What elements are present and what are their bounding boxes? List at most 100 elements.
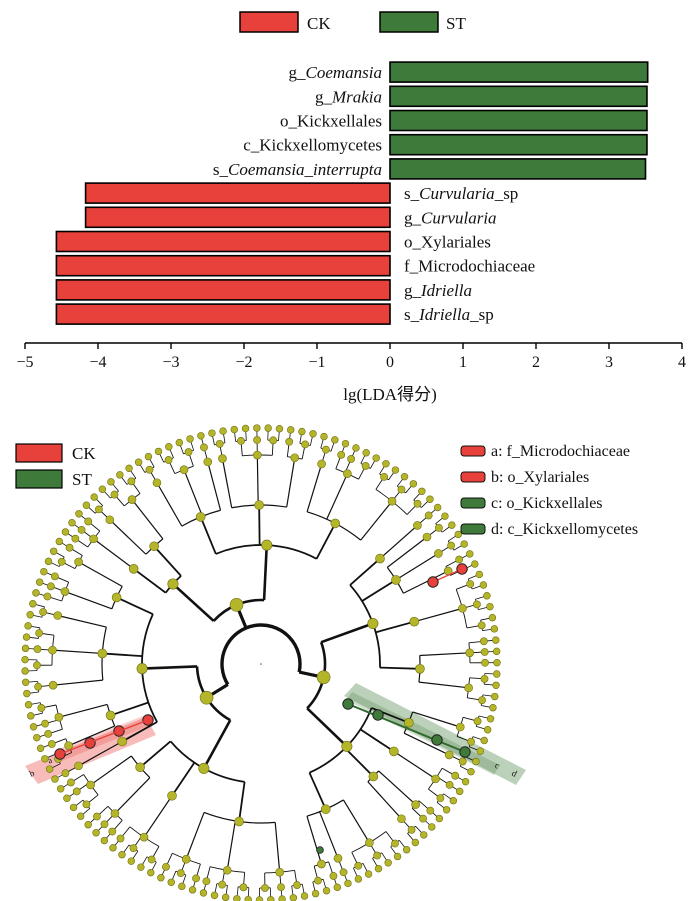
clado-node xyxy=(267,896,275,901)
clado-node xyxy=(77,525,86,534)
clado-node xyxy=(167,878,175,886)
clado-branch xyxy=(53,679,103,686)
clado-node xyxy=(347,455,356,463)
clado-node xyxy=(53,611,63,620)
clado-node xyxy=(486,715,495,723)
clado-node xyxy=(127,857,135,865)
clado-node xyxy=(47,740,56,748)
clado-branch xyxy=(344,747,375,778)
clado-node xyxy=(239,883,248,892)
clado-branch xyxy=(403,732,450,756)
clado-node xyxy=(98,485,107,493)
clado-node xyxy=(186,435,194,443)
bar-label-prefix: o_ xyxy=(404,233,422,252)
clado-node xyxy=(461,777,470,786)
clado-node xyxy=(74,761,83,771)
clado-branch xyxy=(121,721,158,743)
clado-branch xyxy=(52,649,103,655)
clado-node xyxy=(24,701,33,709)
clado-node xyxy=(320,432,328,441)
clado-branch xyxy=(386,536,428,568)
bar-label-prefix: g_ xyxy=(404,208,422,227)
clado-node xyxy=(111,592,122,603)
clado-node xyxy=(375,553,385,564)
clado-branch xyxy=(361,579,397,602)
clado-node xyxy=(322,887,331,895)
clado-arc xyxy=(220,623,302,686)
clado-node xyxy=(234,816,244,827)
clado-node xyxy=(339,868,348,877)
clado-node xyxy=(387,496,397,506)
clado-node xyxy=(162,862,170,871)
clado-node xyxy=(68,519,76,527)
taxa-legend-label: d: c_Kickxellomycetes xyxy=(491,521,638,538)
bar-label-name: Microdochiaceae xyxy=(418,257,535,276)
bar-s-coemansia-interrupta xyxy=(389,158,647,180)
clado-node xyxy=(264,424,272,432)
clado-node xyxy=(483,592,491,600)
lda-bar-labels: g_Coemansiag_Mrakiao_Kickxellalesc_Kickx… xyxy=(213,63,535,324)
clado-node xyxy=(290,453,300,463)
clado-node xyxy=(418,487,426,495)
clado-node xyxy=(241,424,250,433)
clado-node xyxy=(100,836,109,845)
clado-branch xyxy=(116,596,154,615)
clado-node xyxy=(441,512,449,520)
clado-node xyxy=(488,614,497,622)
clado-node xyxy=(51,775,59,783)
clado-node xyxy=(192,874,200,883)
bar-label-prefix: c_ xyxy=(243,136,260,155)
clado-node xyxy=(486,602,494,611)
taxa-legend-swatch xyxy=(460,523,486,535)
clado-node xyxy=(61,528,70,536)
clado-node xyxy=(391,466,400,474)
bar-label-name: Idriella xyxy=(418,305,470,324)
clado-node xyxy=(362,449,370,457)
bar-c-kickxellomycetes xyxy=(389,133,648,156)
legend-label-ck: CK xyxy=(307,14,331,33)
clado-node xyxy=(199,690,214,705)
clado-node xyxy=(464,683,473,693)
bar-label-prefix: s_ xyxy=(404,184,420,203)
clado-branch xyxy=(183,469,203,517)
clado-node xyxy=(237,436,245,445)
marked-node-st xyxy=(372,709,384,721)
clado-node xyxy=(90,493,98,501)
clado-node xyxy=(261,539,273,551)
clado-node xyxy=(275,425,284,433)
x-tick-label: 0 xyxy=(386,354,394,371)
clado-node xyxy=(233,895,241,901)
bar-label-prefix: s_ xyxy=(404,305,420,324)
clado-node xyxy=(475,570,484,579)
highlight-band-c xyxy=(344,683,526,785)
clado-node xyxy=(255,896,264,901)
clado-branch xyxy=(256,455,259,506)
clado-node xyxy=(127,495,137,504)
clado-branch xyxy=(68,725,115,747)
clado-center xyxy=(260,663,262,665)
clado-node xyxy=(253,424,261,432)
clado-node xyxy=(364,870,373,878)
clado-node xyxy=(167,790,177,801)
x-tick-label: −2 xyxy=(235,354,252,371)
clado-branch xyxy=(142,665,198,670)
clado-node xyxy=(105,710,116,721)
bar-label: s_Idriella_sp xyxy=(404,305,494,324)
taxa-legend-label: c: o_Kickxellales xyxy=(491,495,603,512)
clado-node xyxy=(219,427,227,435)
clado-branch xyxy=(109,519,147,555)
bar-o-kickxellales xyxy=(389,109,648,132)
clado-node xyxy=(134,458,143,466)
lda-bar-chart: CK ST g_Coemansiag_Mrakiao_Kickxellalesc… xyxy=(16,11,686,404)
clado-branch xyxy=(143,795,173,838)
clado-node xyxy=(466,580,475,588)
clado-node xyxy=(210,891,219,900)
clado-branch xyxy=(131,499,164,540)
clado-node xyxy=(82,501,91,509)
clado-node xyxy=(176,869,185,878)
clado-node xyxy=(33,733,41,742)
clado-branch xyxy=(93,538,135,570)
cladogram-highlight-bands: ba cd xyxy=(25,683,526,785)
clado-node xyxy=(428,823,436,831)
clado-branch xyxy=(110,701,149,717)
